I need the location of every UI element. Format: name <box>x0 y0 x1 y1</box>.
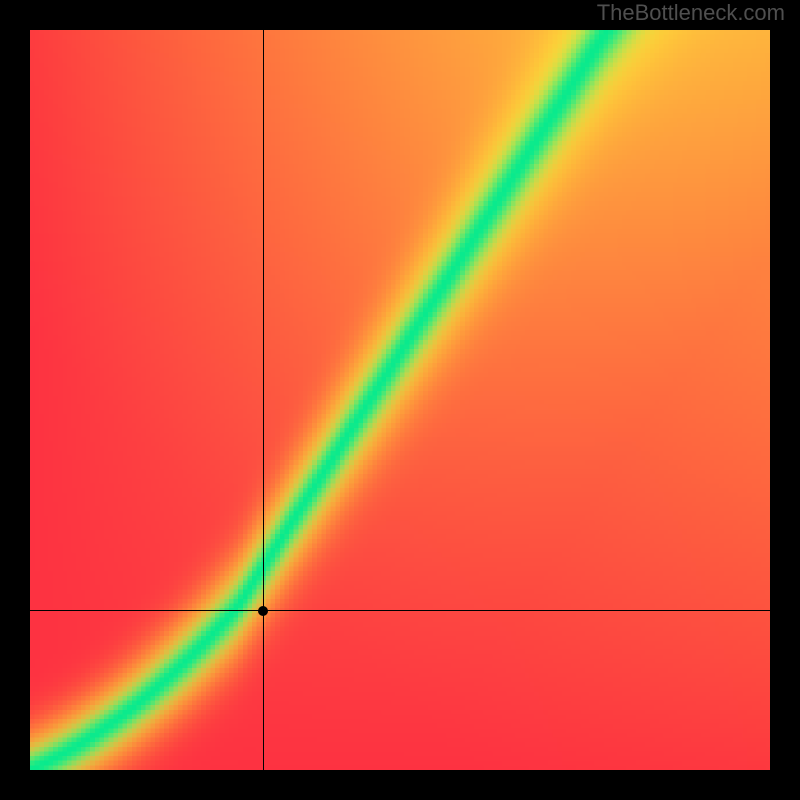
heatmap-plot <box>30 30 770 770</box>
figure-container: { "attribution": { "text": "TheBottlenec… <box>0 0 800 800</box>
heatmap-canvas <box>30 30 770 770</box>
attribution-text: TheBottleneck.com <box>597 0 785 26</box>
